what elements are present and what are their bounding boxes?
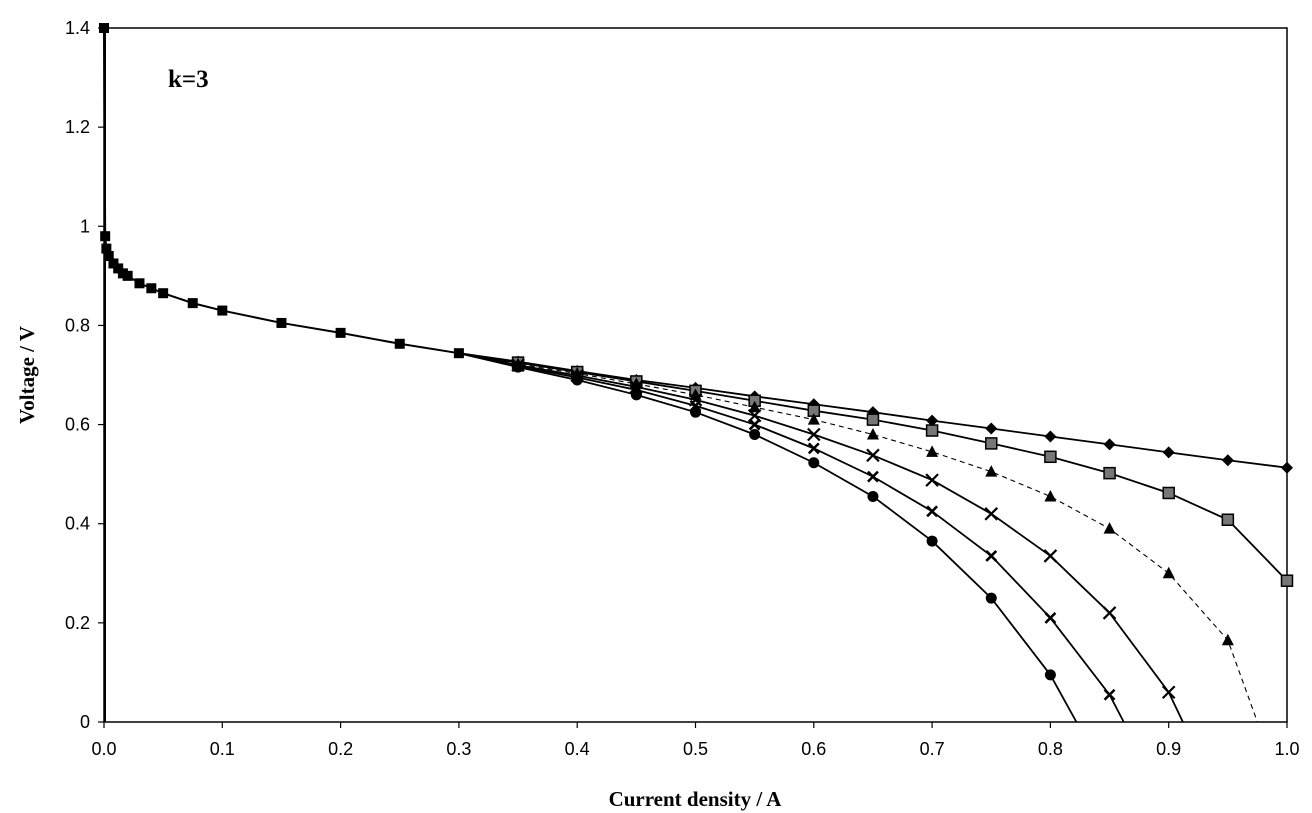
series-square-marker [1103, 466, 1116, 480]
annotation-k: k=3 [168, 66, 209, 93]
series-x-marker [748, 418, 761, 431]
common-point-marker [217, 305, 228, 316]
x-tick-label: 1.0 [1274, 739, 1299, 759]
common-point-marker [146, 283, 157, 294]
x-tick-label: 0.4 [565, 739, 590, 759]
series-diamond-marker [1281, 461, 1293, 474]
series-circle-line [458, 352, 1078, 723]
series-circle-marker [926, 535, 938, 547]
series-circle-marker [571, 374, 583, 386]
common-point-marker [276, 317, 287, 328]
common-point-marker [394, 338, 405, 349]
common-point-marker [453, 348, 464, 359]
x-tick-label: 0.7 [920, 739, 945, 759]
common-point-marker [100, 231, 111, 242]
x-tick-label: 0.2 [328, 739, 353, 759]
series-x-marker [1044, 611, 1057, 624]
series-circle-marker [749, 428, 761, 440]
series-diamond-marker [1221, 454, 1234, 467]
series-circle-marker [630, 389, 642, 401]
series-square-marker [1162, 486, 1175, 500]
y-tick-label: 0.6 [65, 415, 90, 435]
common-point-marker [134, 278, 145, 289]
x-tick-label: 0.0 [91, 739, 116, 759]
series-square-marker [985, 437, 998, 450]
series-triangle-marker [985, 465, 998, 477]
y-tick-label: 1 [80, 216, 90, 236]
series-x-marker [1103, 688, 1116, 701]
series-layer [103, 27, 1288, 723]
series-x-marker [807, 442, 820, 455]
series-cross-marker [984, 507, 999, 521]
series-circle-marker [867, 490, 879, 502]
series-cross-marker [866, 448, 880, 463]
common-point-marker [158, 288, 169, 299]
series-cross-marker [1161, 685, 1176, 700]
series-triangle-marker [1221, 633, 1234, 646]
series-triangle-line [458, 352, 1258, 723]
series-triangle-marker [807, 413, 820, 425]
x-tick-label: 0.3 [446, 739, 471, 759]
common-point-marker [122, 270, 133, 281]
series-cross-marker [688, 393, 703, 407]
series-circle-marker [690, 406, 701, 418]
series-square-line [458, 352, 1288, 582]
series-circle-marker [512, 361, 524, 373]
series-triangle-marker [1044, 489, 1057, 502]
x-tick-label: 0.1 [210, 739, 235, 759]
marker-layer [99, 23, 1294, 701]
series-triangle-marker [926, 445, 939, 457]
series-diamond-marker [985, 422, 998, 435]
common-point-marker [103, 251, 114, 262]
tick-layer: 0.0 0.1 0.2 0.3 0.4 0.5 0.6 0.7 0.8 0.9 1.0 0 0.2 0.4… [65, 18, 1300, 759]
x-tick-label: 0.6 [801, 739, 826, 759]
series-diamond-marker [1044, 430, 1057, 443]
series-cross-marker [1102, 606, 1117, 620]
series-square-marker [1221, 513, 1235, 526]
series-diamond-marker [1103, 438, 1116, 451]
y-axis-title: Voltage / V [15, 326, 39, 424]
series-cross-marker [1043, 549, 1058, 563]
series-triangle-marker [1162, 566, 1175, 579]
series-x-marker [867, 470, 879, 483]
series-diamond-marker [926, 414, 939, 427]
series-cross-line [458, 352, 1184, 723]
y-tick-label: 0 [80, 712, 90, 732]
y-tick-label: 0.4 [65, 514, 90, 534]
series-square-marker [1280, 574, 1294, 587]
x-axis-title: Current density / A [609, 787, 783, 811]
y-tick-label: 0.2 [65, 613, 90, 633]
y-tick-label: 1.2 [65, 117, 90, 137]
series-square-marker [866, 413, 880, 426]
series-triangle-marker [748, 400, 761, 413]
common-point-marker [335, 327, 346, 338]
series-circle-marker [808, 457, 820, 469]
plot-area-frame [103, 27, 1288, 723]
x-tick-label: 0.9 [1156, 739, 1181, 759]
series-cross-marker [807, 427, 821, 442]
series-triangle-marker [866, 427, 879, 440]
common-point-marker [101, 243, 112, 254]
x-tick-label: 0.8 [1038, 739, 1063, 759]
common-segment-line [103, 27, 460, 355]
y-tick-label: 1.4 [65, 18, 90, 38]
series-square-marker [925, 424, 939, 437]
series-circle-marker [1044, 669, 1056, 681]
series-circle-marker [985, 592, 997, 604]
series-cross-marker [629, 380, 644, 394]
series-square-marker [1044, 450, 1057, 464]
series-diamond-marker [1162, 446, 1175, 459]
y-tick-label: 0.8 [65, 315, 90, 335]
x-tick-label: 0.5 [683, 739, 708, 759]
series-x-marker [985, 550, 998, 562]
series-triangle-marker [1103, 522, 1116, 534]
series-x-marker [926, 505, 939, 518]
series-cross-marker [925, 473, 939, 487]
common-point-marker [187, 298, 198, 309]
